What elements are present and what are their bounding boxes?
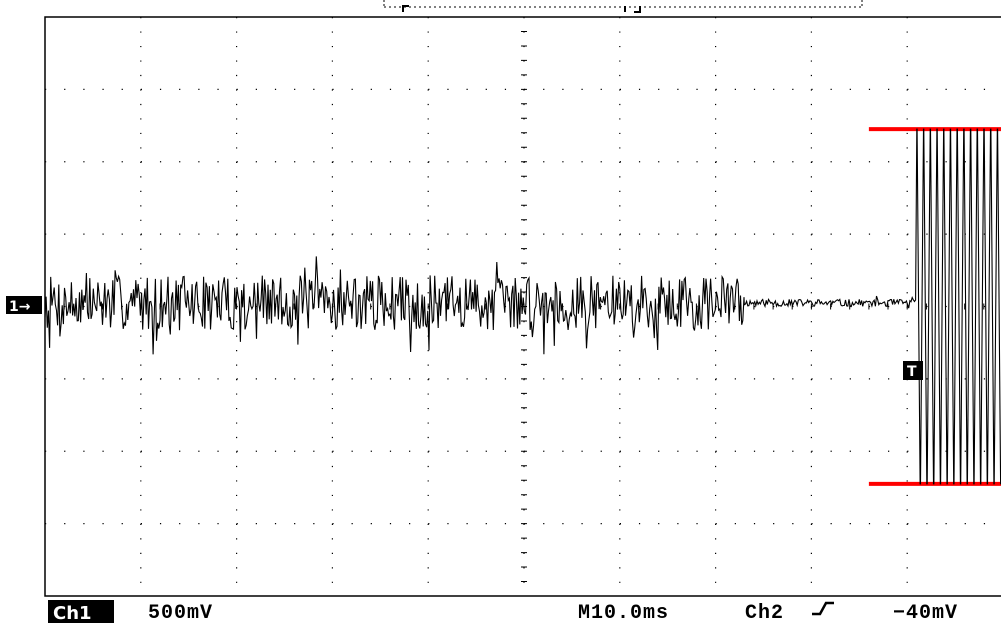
trigger-marker-label: T <box>907 364 917 380</box>
trigger-level: −40mV <box>893 602 958 623</box>
channel1-waveform <box>44 128 1001 485</box>
trigger-marker: T <box>903 361 923 380</box>
timebase-readout: M10.0ms <box>578 602 669 623</box>
trigger-source: Ch2 <box>745 602 784 623</box>
channel1-marker: 1→ <box>6 296 42 315</box>
channel1-marker-label: 1→ <box>9 299 31 315</box>
rising-edge-icon <box>812 601 834 616</box>
channel-label: Ch1 <box>53 603 92 623</box>
readout-bar: Ch1 500mV M10.0ms Ch2 −40mV <box>48 600 958 623</box>
channel-badge <box>48 600 114 623</box>
volts-per-div: 500mV <box>148 602 213 623</box>
record-indicator <box>383 0 863 13</box>
